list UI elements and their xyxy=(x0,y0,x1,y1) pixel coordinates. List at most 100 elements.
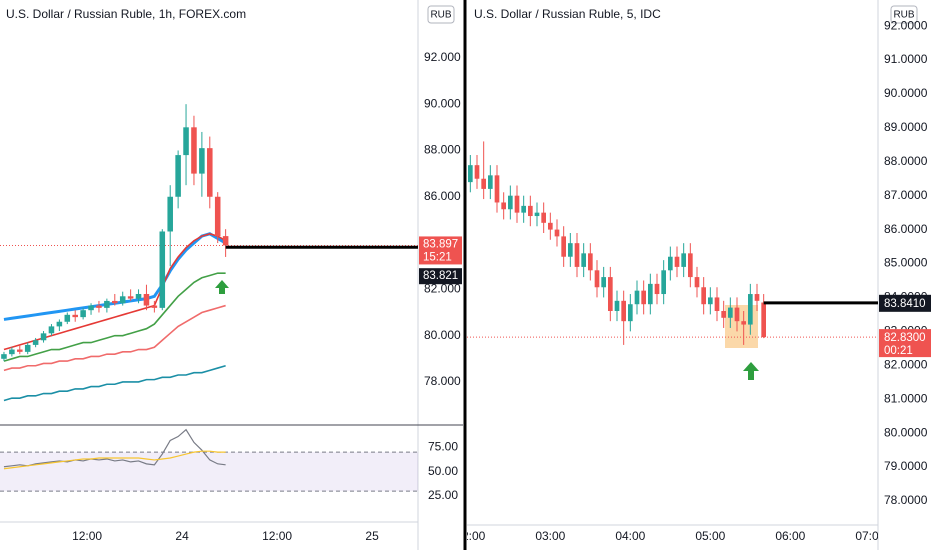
rsi-tick-label: 25.00 xyxy=(428,488,458,502)
candle-body xyxy=(701,287,706,305)
candle-body xyxy=(594,270,600,288)
candle-body xyxy=(728,307,733,318)
x-tick-label: 24 xyxy=(175,529,189,543)
candle-body xyxy=(175,155,181,197)
candle-body xyxy=(561,236,566,257)
currency-box[interactable] xyxy=(890,5,918,24)
candle-body xyxy=(222,236,229,246)
candle-body xyxy=(191,127,197,174)
rsi-line xyxy=(3,450,226,470)
y-tick-label: 90.0000 xyxy=(884,86,928,100)
candle-body xyxy=(754,294,760,301)
candle-body xyxy=(207,148,213,197)
candle-body xyxy=(674,256,680,267)
x-tick-label: 02:00 xyxy=(455,529,485,543)
currency: RUB xyxy=(430,10,451,21)
candle-body xyxy=(634,290,640,305)
x-tick-label: 05:00 xyxy=(695,529,725,543)
level-tag xyxy=(419,268,462,285)
candle-body xyxy=(112,300,118,304)
y-tick-label: 92.000 xyxy=(424,50,461,64)
x-tick-label: 25 xyxy=(365,529,379,543)
candle-body xyxy=(521,205,526,213)
arrow-up xyxy=(215,280,229,294)
candle-body xyxy=(761,302,766,338)
candle-body xyxy=(167,196,173,232)
y-tick-label: 90.000 xyxy=(424,96,461,110)
x-tick-label: 04:00 xyxy=(615,529,645,543)
y-tick-label: 89.0000 xyxy=(884,120,928,134)
candle-body xyxy=(601,277,606,288)
candle-body xyxy=(508,195,513,210)
candle-body xyxy=(734,307,740,322)
candle-body xyxy=(714,297,720,311)
y-tick-label: 86.0000 xyxy=(884,222,928,236)
candle-body xyxy=(741,321,746,325)
y-tick-label: 82.000 xyxy=(424,282,461,296)
candle-body xyxy=(40,333,47,341)
candle-body xyxy=(481,178,486,189)
candle-body xyxy=(48,326,55,334)
x-tick-label: 12:00 xyxy=(262,529,292,543)
candle-body xyxy=(32,340,39,345)
candle-body xyxy=(64,314,71,322)
price-tag-label: 83.897 xyxy=(423,238,458,250)
candle-body xyxy=(494,175,500,203)
rsi-line xyxy=(3,428,226,468)
y-tick-label: 79.0000 xyxy=(884,459,928,473)
candle-body xyxy=(694,277,700,288)
candle-body xyxy=(568,243,573,257)
rsi-tick-label: 50.00 xyxy=(428,464,458,478)
y-tick-label: 78.000 xyxy=(424,374,461,388)
y-tick-label: 91.0000 xyxy=(884,52,928,66)
candle-body xyxy=(474,165,480,179)
indicator-line xyxy=(3,304,226,372)
candle-body xyxy=(151,305,158,308)
y-tick-label: 81.0000 xyxy=(884,391,928,405)
candle-body xyxy=(721,310,726,318)
level-tag xyxy=(879,294,931,312)
candle-body xyxy=(654,283,660,295)
candle-body xyxy=(56,321,63,327)
currency: RUB xyxy=(893,10,914,21)
candle-body xyxy=(488,175,493,189)
x-tick-label: 07:00 xyxy=(855,529,885,543)
candle-body xyxy=(668,256,673,271)
candle-body xyxy=(104,300,110,308)
plot-area xyxy=(0,104,418,402)
candle-body xyxy=(127,296,134,299)
y-tick-label: 80.000 xyxy=(424,328,461,342)
arrow-up xyxy=(743,362,759,380)
currency-box[interactable] xyxy=(427,5,455,24)
candle-body xyxy=(468,165,473,183)
candle-body xyxy=(80,310,86,318)
y-tick-label: 88.0000 xyxy=(884,154,928,168)
x-tick-label: 06:00 xyxy=(775,529,805,543)
candle-body xyxy=(614,300,620,311)
y-tick-label: 87.0000 xyxy=(884,188,928,202)
candle-body xyxy=(681,253,686,267)
candle-body xyxy=(541,212,546,223)
chart-title: U.S. Dollar / Russian Ruble, 1h, FOREX.c… xyxy=(6,7,246,21)
rsi-band xyxy=(0,452,418,492)
candle-body xyxy=(143,293,150,306)
countdown-label: 00:21 xyxy=(884,345,913,357)
candle-body xyxy=(214,196,221,237)
candle-body xyxy=(548,222,553,230)
price-tag-label: 82.8300 xyxy=(884,332,926,344)
price-tag xyxy=(879,329,931,358)
candle-body xyxy=(608,277,613,311)
candle-body xyxy=(135,293,142,299)
candle-body xyxy=(514,195,520,213)
candle-body xyxy=(534,212,540,217)
countdown-label: 15:21 xyxy=(423,251,452,263)
candle-body xyxy=(748,294,753,325)
candle-body xyxy=(661,270,666,295)
candle-body xyxy=(24,344,31,352)
candle-body xyxy=(554,229,560,237)
candle-body xyxy=(688,253,693,278)
candle-body xyxy=(628,304,633,322)
y-tick-label: 82.0000 xyxy=(884,357,928,371)
indicator-line xyxy=(3,272,226,362)
